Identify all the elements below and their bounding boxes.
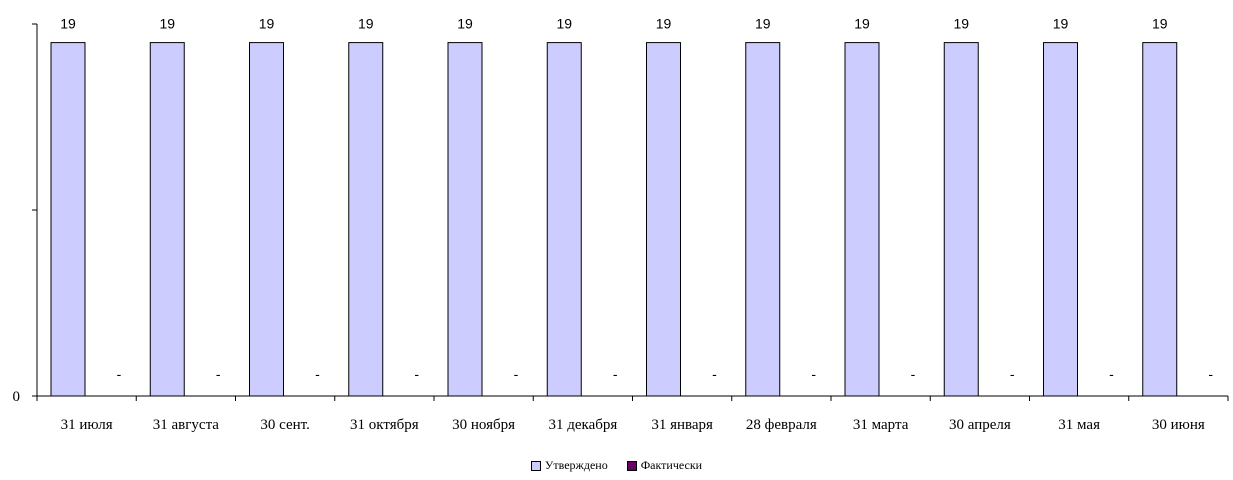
x-tick-label-10: 31 мая: [1058, 417, 1100, 433]
data-label-actual-4: -: [514, 366, 519, 382]
data-label-approved-6: 19: [656, 16, 672, 32]
data-label-approved-10: 19: [1053, 16, 1069, 32]
data-label-actual-10: -: [1109, 366, 1114, 382]
y-tick-label-0: 0: [13, 389, 21, 405]
legend-swatch-actual: [626, 460, 637, 471]
bar-approved-10: [1043, 42, 1078, 397]
bar-approved-1: [149, 42, 185, 397]
data-label-actual-6: -: [712, 366, 717, 382]
axes-layer: 0 31 июля 31 августа 30 сент. 31 октября 30 н…: [13, 23, 1229, 433]
bar-approved-9: [943, 42, 979, 397]
bar-approved-5: [546, 42, 582, 397]
x-tick-label-11: 30 июня: [1152, 417, 1205, 433]
x-tick-label-0: 31 июля: [61, 417, 113, 433]
data-label-approved-11: 19: [1152, 16, 1168, 32]
bar-approved-3: [348, 42, 384, 397]
bar-approved-11: [1142, 42, 1178, 397]
x-tick-label-8: 31 марта: [853, 417, 909, 433]
data-label-actual-3: -: [414, 366, 419, 382]
bars-layer: [50, 42, 1178, 397]
bar-approved-4: [447, 42, 483, 397]
data-label-actual-11: -: [1208, 366, 1213, 382]
data-label-actual-7: -: [811, 366, 816, 382]
legend-label-actual: Фактически: [640, 458, 703, 472]
data-label-actual-9: -: [1010, 366, 1015, 382]
legend-label-approved: Утверждено: [544, 458, 608, 472]
data-label-approved-0: 19: [60, 16, 76, 32]
data-label-approved-1: 19: [159, 16, 175, 32]
x-tick-label-3: 31 октября: [350, 417, 419, 433]
data-label-actual-1: -: [216, 366, 221, 382]
bar-approved-8: [844, 42, 880, 397]
x-tick-label-2: 30 сент.: [260, 417, 309, 433]
legend: Утверждено Фактически: [0, 458, 1233, 475]
x-tick-label-7: 28 февраля: [746, 417, 817, 433]
legend-item-approved: Утверждено: [530, 458, 608, 473]
data-label-approved-9: 19: [953, 16, 969, 32]
x-tick-label-9: 30 апреля: [949, 417, 1011, 433]
bar-approved-6: [646, 42, 681, 397]
data-label-approved-2: 19: [259, 16, 275, 32]
bar-approved-2: [249, 42, 284, 397]
x-tick-label-1: 31 августа: [153, 417, 220, 433]
data-label-approved-7: 19: [755, 16, 771, 32]
data-label-actual-0: -: [117, 366, 122, 382]
bar-approved-7: [745, 42, 781, 397]
x-tick-label-5: 31 декабря: [548, 417, 617, 433]
data-label-approved-8: 19: [854, 16, 870, 32]
legend-swatch-approved: [530, 460, 541, 471]
data-label-approved-5: 19: [556, 16, 572, 32]
bar-approved-0: [50, 42, 86, 397]
x-tick-label-4: 30 ноября: [452, 417, 515, 433]
data-label-actual-2: -: [315, 366, 320, 382]
x-tick-label-6: 31 января: [651, 417, 713, 433]
data-label-approved-3: 19: [358, 16, 374, 32]
legend-item-actual: Фактически: [626, 458, 703, 473]
data-label-approved-4: 19: [457, 16, 473, 32]
data-label-actual-8: -: [911, 366, 916, 382]
labels-layer: 19 19 19 19 19 19 19 19 19 19 19 19 - - - - - - - - - - - -: [60, 16, 1213, 382]
data-label-actual-5: -: [613, 366, 618, 382]
